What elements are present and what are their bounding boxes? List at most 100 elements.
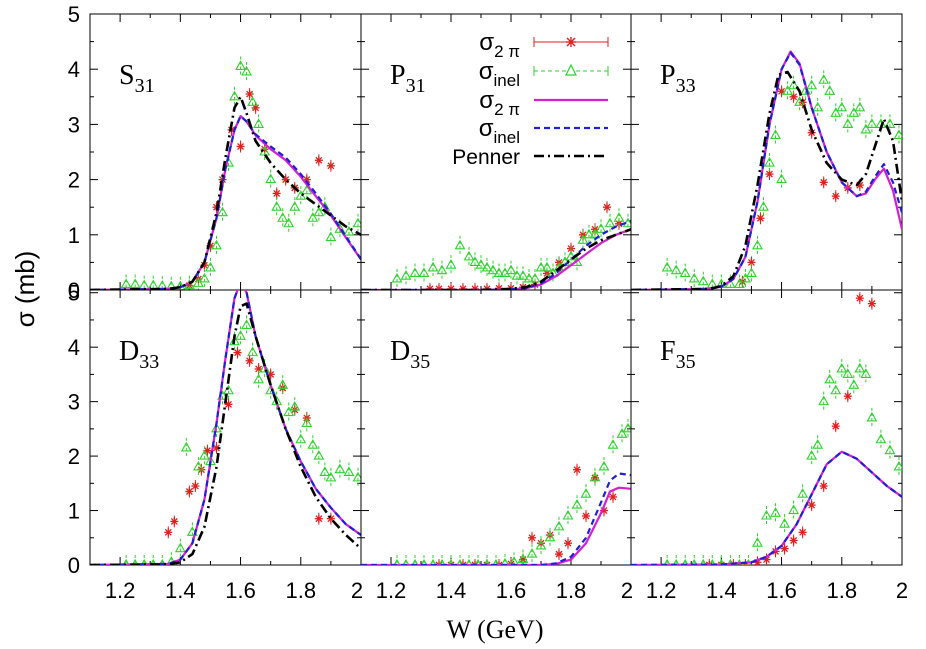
triangle-point — [733, 278, 745, 289]
triangle-point — [770, 129, 781, 139]
triangle-point — [211, 422, 222, 433]
star-point — [326, 161, 335, 170]
triangle-point — [493, 267, 505, 277]
triangle-point — [223, 384, 234, 395]
star-point — [705, 561, 714, 565]
panel-P33: P33 — [630, 13, 903, 291]
triangle-point — [836, 101, 848, 112]
star-point — [185, 487, 194, 496]
triangle-point — [830, 384, 842, 395]
star-point — [459, 561, 467, 565]
panel-label: P33 — [660, 60, 696, 97]
triangle-point — [500, 557, 510, 565]
panel-label-sub: 35 — [676, 351, 696, 373]
triangle-point — [764, 156, 775, 167]
triangle-point — [235, 60, 246, 70]
triangle-point — [509, 556, 519, 565]
x-tick-label: 2 — [621, 578, 633, 603]
star-point — [170, 517, 179, 526]
x-tick-label: 1.2 — [376, 578, 407, 603]
triangle-point — [517, 553, 529, 564]
panel-label-main: P — [660, 60, 676, 91]
triangle-point — [505, 264, 517, 275]
x-tick-label: 1.4 — [706, 578, 737, 603]
triangle-point — [253, 118, 265, 128]
triangle-point — [818, 395, 830, 406]
triangle-point — [744, 558, 752, 565]
triangle-point — [265, 173, 277, 184]
triangle-point — [860, 123, 872, 134]
curve-dashed — [631, 450, 902, 565]
legend-item: σinel — [479, 115, 608, 147]
star-point — [756, 214, 765, 223]
panel-D35: 1.2 1.4 1.6 1.8 2 D35 — [360, 289, 633, 603]
legend-label: σ2 π — [479, 87, 520, 119]
triangle-point — [893, 460, 902, 471]
star-point — [819, 482, 828, 491]
triangle-point — [860, 368, 872, 378]
curve-solid — [90, 290, 361, 565]
legend-label-sub: 2 π — [494, 100, 520, 119]
panel-label: D35 — [390, 336, 430, 373]
x-tick-label: 2 — [351, 578, 363, 603]
triangle-point — [688, 272, 700, 283]
triangle-point — [842, 118, 854, 128]
triangle-point — [622, 422, 631, 433]
triangle-point — [806, 449, 818, 460]
panel-label: P31 — [390, 60, 426, 97]
star-point — [780, 544, 789, 553]
x-tick-label: 1.6 — [496, 578, 527, 603]
triangle-point — [613, 212, 625, 222]
triangle-point — [259, 362, 271, 373]
triangle-point — [511, 270, 523, 280]
triangle-point — [247, 96, 259, 106]
triangle-point — [307, 212, 319, 222]
curve-solid — [361, 486, 631, 565]
triangle-point — [334, 223, 346, 233]
x-tick-label: 2 — [896, 578, 908, 603]
triangle-point — [180, 441, 192, 452]
triangle-point — [229, 335, 240, 346]
triangle-point — [120, 278, 132, 289]
triangle-point — [544, 531, 556, 542]
triangle-point — [661, 261, 673, 272]
triangle-point — [697, 275, 709, 286]
triangle-point — [319, 466, 331, 476]
triangle-point — [475, 259, 487, 269]
triangle-point — [535, 539, 547, 550]
triangle-point — [289, 400, 301, 411]
triangle-point — [679, 267, 691, 277]
star-point — [831, 192, 840, 201]
y-tick-label: 4 — [68, 335, 80, 360]
triangle-point — [580, 488, 592, 498]
legend-item: σ2 π — [479, 87, 608, 119]
triangle-point — [198, 272, 210, 283]
star-point — [233, 348, 242, 357]
star-point — [843, 392, 852, 401]
panel-label: S31 — [119, 60, 155, 97]
panel-label-main: F — [660, 336, 676, 367]
legend-triangle — [565, 63, 577, 76]
panel-label-sub: 35 — [410, 351, 430, 373]
triangle-point — [307, 439, 319, 449]
panel-frame — [360, 289, 632, 566]
legend-label-main: σ — [479, 115, 494, 142]
triangle-point — [277, 212, 289, 222]
legend-label-sub: 2 π — [494, 42, 520, 61]
curve-dashdot — [90, 302, 361, 565]
star-point — [582, 511, 590, 520]
triangle-point — [875, 433, 887, 444]
legend-label: Penner — [452, 146, 520, 169]
y-tick-label: 0 — [68, 553, 80, 578]
triangle-point — [752, 239, 763, 250]
star-point — [819, 178, 828, 187]
panel-label-main: S — [119, 60, 135, 91]
triangle-point — [884, 444, 896, 455]
star-point — [855, 294, 864, 303]
triangle-point — [481, 261, 493, 272]
triangle-point — [343, 466, 355, 476]
triangle-point — [526, 547, 538, 558]
triangle-point — [779, 518, 791, 528]
triangle-point — [776, 173, 787, 184]
panel-label-main: P — [390, 60, 406, 91]
